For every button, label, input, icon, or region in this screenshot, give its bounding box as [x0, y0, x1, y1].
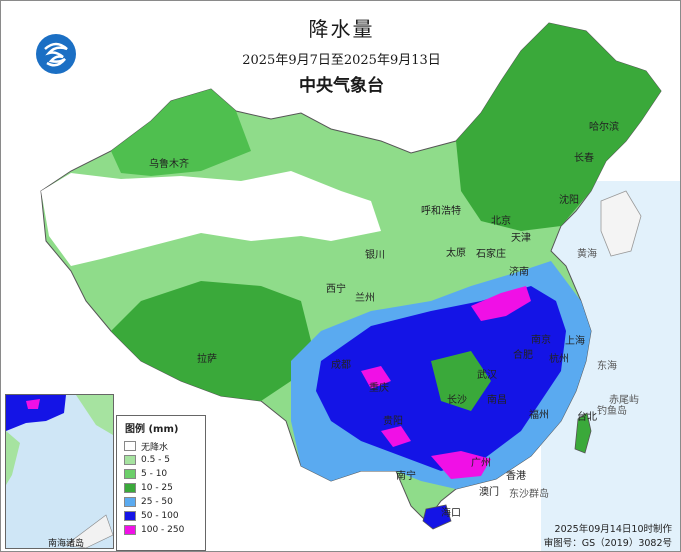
city-label: 合肥 [513, 350, 533, 361]
approval-number: 审图号：GS（2019）3082号 [543, 538, 672, 549]
inset-label: 南海诸岛 [48, 539, 85, 549]
legend-swatch [124, 441, 136, 451]
city-label: 沈阳 [559, 195, 579, 206]
tibet-green [111, 281, 311, 401]
city-label: 天津 [511, 233, 531, 244]
city-label: 福州 [529, 410, 549, 421]
city-label: 台北 [577, 412, 597, 423]
legend-swatch [124, 455, 136, 465]
city-label: 西宁 [326, 284, 346, 295]
city-label: 广州 [471, 458, 491, 469]
legend-title: 图例 (mm) [125, 424, 179, 435]
legend-swatch [124, 525, 136, 535]
south-green [431, 351, 491, 411]
legend-swatch [124, 497, 136, 507]
city-label: 南昌 [487, 395, 507, 406]
city-label: 济南 [509, 267, 529, 278]
agency-name: 中央气象台 [299, 76, 384, 96]
legend-label: 0.5 - 5 [141, 455, 171, 465]
legend-item: 5 - 10 [124, 467, 205, 481]
city-label: 成都 [331, 360, 351, 371]
city-label: 乌鲁木齐 [149, 159, 189, 170]
legend-swatch [124, 511, 136, 521]
city-label: 南宁 [396, 471, 416, 482]
city-label: 贵阳 [383, 416, 403, 427]
ocean-label: 东沙群岛 [509, 489, 549, 500]
extreme-rain-3 [361, 366, 391, 389]
ocean-label: 黄海 [577, 249, 597, 260]
legend-item: 无降水 [124, 439, 205, 453]
city-label: 杭州 [549, 354, 569, 365]
city-label: 石家庄 [476, 249, 506, 260]
city-label: 长沙 [447, 395, 467, 406]
city-label: 兰州 [355, 293, 375, 304]
made-date: 2025年09月14日10时制作 [554, 524, 672, 535]
taiwan [574, 412, 592, 454]
city-label: 上海 [565, 336, 585, 347]
korea [600, 190, 642, 257]
north-green [111, 89, 251, 176]
legend-label: 50 - 100 [141, 511, 179, 521]
legend-label: 100 - 250 [141, 525, 185, 535]
legend-item: 0.5 - 5 [124, 453, 205, 467]
legend-label: 5 - 10 [141, 469, 168, 479]
city-label: 北京 [491, 216, 511, 227]
city-label: 海口 [441, 508, 461, 519]
legend-label: 10 - 25 [141, 483, 173, 493]
date-range: 2025年9月7日至2025年9月13日 [242, 53, 441, 68]
legend-label: 25 - 50 [141, 497, 173, 507]
city-label: 呼和浩特 [421, 206, 461, 217]
ocean-label: 钓鱼岛 [597, 406, 627, 417]
legend-item: 50 - 100 [124, 509, 205, 523]
city-label: 重庆 [369, 383, 389, 394]
extreme-rain-2 [431, 451, 491, 479]
legend-swatch [124, 483, 136, 493]
cma-logo [35, 33, 77, 75]
city-label: 哈尔滨 [589, 122, 619, 133]
hainan [422, 504, 452, 530]
south-china-sea-inset: 南海诸岛 [5, 394, 114, 549]
city-label: 拉萨 [197, 354, 217, 365]
map-title: 降水量 [308, 17, 375, 41]
city-label: 南京 [531, 335, 551, 346]
legend-item: 25 - 50 [124, 495, 205, 509]
map-legend: 图例 (mm) 无降水 0.5 - 5 5 - 10 10 - 25 25 - … [116, 415, 206, 551]
legend-item: 100 - 250 [124, 523, 205, 537]
extreme-rain-1 [471, 286, 531, 321]
legend-swatch [124, 469, 136, 479]
city-label: 太原 [446, 248, 466, 259]
city-label: 银川 [365, 250, 385, 261]
city-label: 澳门 [479, 487, 499, 498]
city-label: 武汉 [477, 370, 497, 381]
extreme-rain-4 [381, 426, 411, 447]
legend-item: 10 - 25 [124, 481, 205, 495]
legend-label: 无降水 [141, 442, 169, 453]
city-label: 长春 [574, 153, 594, 164]
northeast-green [456, 23, 661, 231]
dry-region [41, 171, 381, 266]
city-label: 香港 [506, 471, 526, 482]
ocean-label: 东海 [597, 361, 617, 372]
ocean-label: 赤尾屿 [609, 395, 639, 406]
